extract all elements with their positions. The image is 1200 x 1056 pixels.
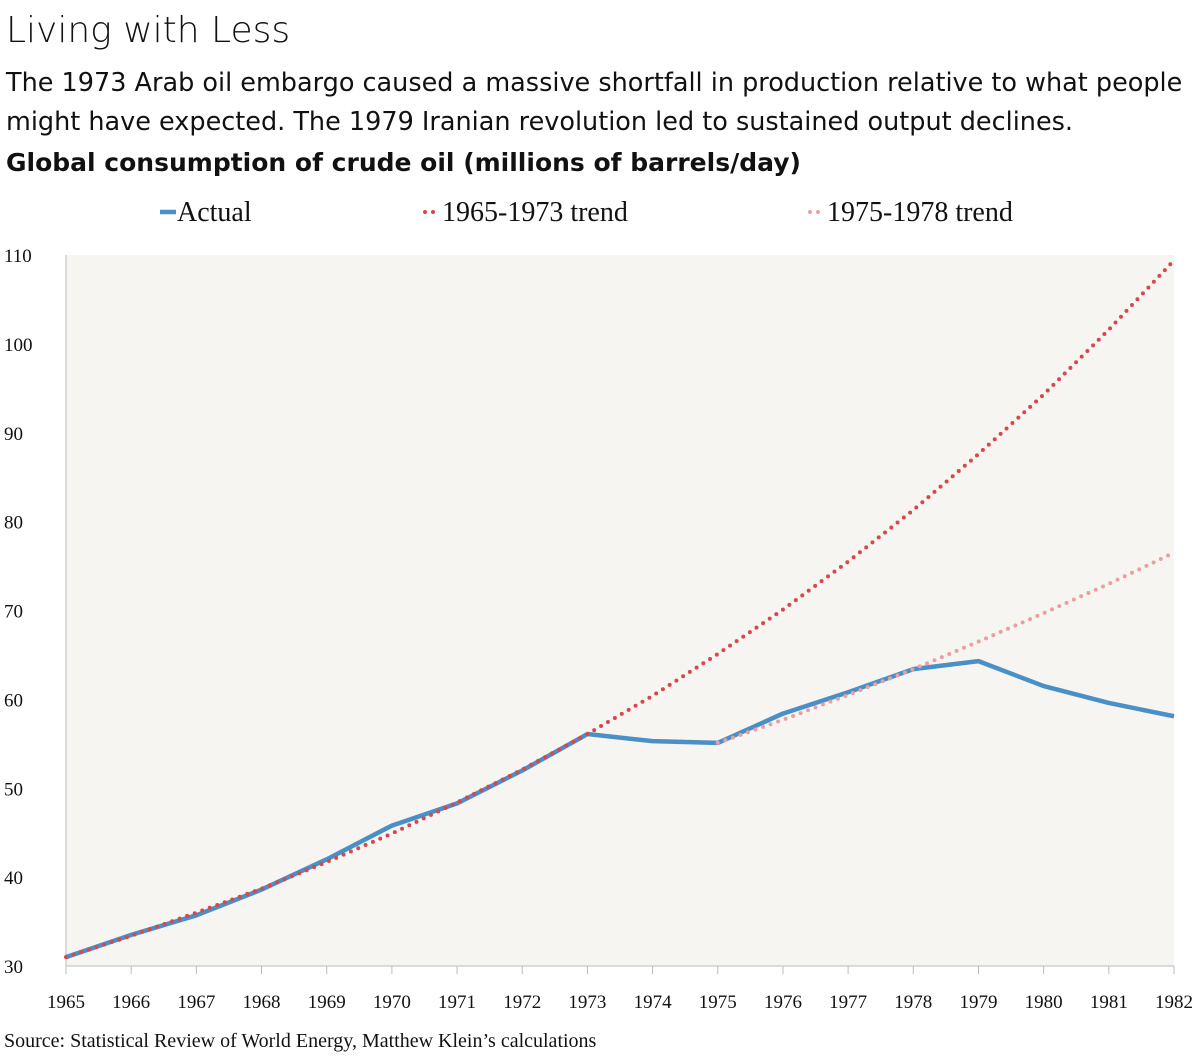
x-tick-label: 1975 bbox=[699, 992, 737, 1013]
x-tick-label: 1967 bbox=[177, 992, 215, 1013]
x-tick-label: 1965 bbox=[47, 992, 85, 1013]
y-tick-label: 80 bbox=[4, 513, 23, 534]
y-tick-label: 110 bbox=[4, 246, 32, 267]
x-tick-label: 1976 bbox=[764, 992, 802, 1013]
x-tick-label: 1974 bbox=[634, 992, 673, 1013]
x-tick-label: 1971 bbox=[438, 992, 476, 1013]
y-tick-label: 50 bbox=[4, 779, 23, 800]
y-tick-label: 30 bbox=[4, 957, 23, 978]
y-tick-label: 70 bbox=[4, 602, 23, 623]
x-tick-label: 1979 bbox=[959, 992, 997, 1013]
series-line bbox=[715, 550, 1176, 745]
x-tick-label: 1981 bbox=[1090, 992, 1128, 1013]
y-tick-label: 60 bbox=[4, 690, 23, 711]
source-note: Source: Statistical Review of World Ener… bbox=[4, 1030, 597, 1052]
y-axis-title: Global consumption of crude oil (million… bbox=[6, 148, 801, 177]
x-tick-label: 1978 bbox=[894, 992, 932, 1013]
x-tick-label: 1969 bbox=[308, 992, 346, 1013]
series-line bbox=[65, 658, 1175, 960]
x-tick-label: 1968 bbox=[243, 992, 281, 1013]
x-tick-label: 1973 bbox=[568, 992, 606, 1013]
y-tick-label: 90 bbox=[4, 424, 23, 445]
series-line bbox=[64, 258, 1176, 960]
x-tick-label: 1970 bbox=[373, 992, 411, 1013]
x-tick-label: 1972 bbox=[503, 992, 541, 1013]
legend-label: 1965-1973 trend bbox=[442, 197, 628, 228]
chart-subtitle: The 1973 Arab oil embargo caused a massi… bbox=[6, 68, 1183, 137]
chart-title: Living with Less bbox=[6, 10, 291, 51]
legend-label: Actual bbox=[177, 197, 252, 228]
x-tick-label: 1977 bbox=[829, 992, 867, 1013]
legend-label: 1975-1978 trend bbox=[827, 197, 1013, 228]
x-tick-label: 1982 bbox=[1155, 992, 1193, 1013]
y-tick-label: 100 bbox=[4, 335, 33, 356]
y-tick-label: 40 bbox=[4, 868, 23, 889]
x-tick-label: 1980 bbox=[1025, 992, 1063, 1013]
plot-background bbox=[66, 255, 1174, 966]
x-tick-label: 1966 bbox=[112, 992, 150, 1013]
